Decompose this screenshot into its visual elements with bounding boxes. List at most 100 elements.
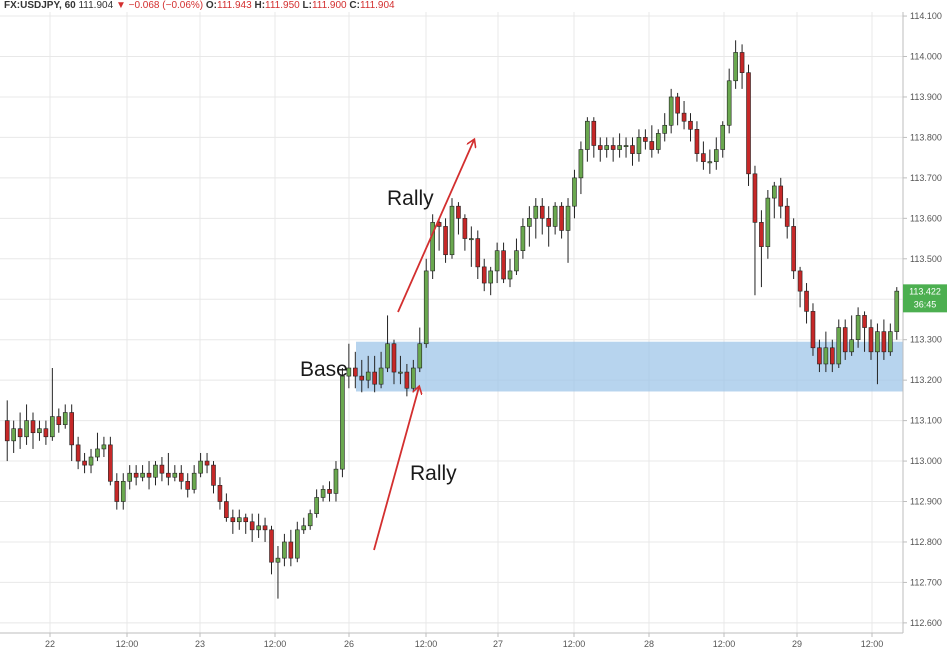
candle-bearish	[610, 137, 616, 162]
candle-body	[398, 371, 403, 374]
candle-body	[643, 137, 648, 142]
candle-body	[127, 472, 132, 482]
candle-body	[552, 205, 558, 227]
candle-bullish	[37, 420, 42, 441]
candle-bearish	[675, 92, 680, 126]
candle-bullish	[707, 149, 713, 174]
candle-bearish	[630, 137, 635, 166]
low-label: L:	[302, 0, 312, 11]
candle-bullish	[11, 420, 16, 453]
candle-body	[836, 327, 842, 365]
y-tick-label: 112.800	[910, 537, 942, 547]
candle-body	[501, 250, 506, 280]
candle-bearish	[4, 400, 10, 462]
candle-bearish	[327, 481, 332, 502]
candle-bullish	[733, 40, 738, 89]
candle-body	[166, 472, 171, 478]
candle-bullish	[552, 202, 558, 235]
candle-body	[701, 153, 706, 162]
grid	[0, 12, 903, 633]
candle-body	[533, 205, 539, 219]
candle-body	[675, 96, 680, 114]
candle-bearish	[739, 44, 745, 89]
candle-bearish	[359, 359, 365, 393]
time-axis-ticks[interactable]: 22 12:00 23 12:00 26 12:00 27 12:00 28 12:00 29 12:…	[45, 633, 883, 649]
candle-body	[514, 250, 519, 272]
candle-bullish	[836, 319, 842, 369]
candle-bullish	[449, 198, 455, 259]
candle-body	[713, 149, 719, 162]
candle-body	[236, 517, 242, 523]
candle-body	[153, 464, 158, 478]
candle-body	[217, 485, 223, 502]
candle-bullish	[572, 169, 577, 219]
candle-body	[333, 468, 339, 494]
candle-bullish	[385, 315, 390, 373]
candle-body	[797, 270, 803, 292]
candle-bearish	[539, 198, 545, 235]
candle-bullish	[823, 331, 829, 373]
y-tick-label: 113.500	[910, 254, 942, 264]
rally-upper-label: Rally	[387, 187, 434, 210]
candle-bullish	[726, 68, 732, 134]
candle-body	[133, 472, 139, 478]
candle-body	[888, 331, 893, 353]
candle-bullish	[282, 533, 287, 567]
candle-body	[578, 149, 584, 179]
candle-bearish	[211, 461, 216, 494]
candle-body	[159, 464, 165, 474]
annotations: Rally Rally Base	[300, 140, 474, 551]
rally-arrow-upper	[397, 140, 474, 313]
candle-body	[668, 96, 674, 126]
candle-body	[875, 331, 880, 353]
candle-bullish	[655, 129, 661, 154]
base-zone-layer	[356, 341, 903, 392]
candle-bullish	[191, 465, 197, 494]
candle-body	[146, 472, 152, 478]
candle-body	[30, 420, 36, 434]
candle-bullish	[423, 258, 429, 348]
x-tick-label: 12:00	[264, 639, 287, 649]
candle-bearish	[269, 525, 274, 575]
candle-body	[572, 177, 577, 207]
candle-body	[469, 238, 474, 241]
candle-body	[539, 205, 545, 219]
symbol-header: FX:USDJPY, 60 111.904 ▼ −0.068 (−0.06%) …	[4, 0, 395, 11]
candle-body	[636, 137, 642, 154]
candle-body	[262, 525, 268, 531]
candle-bearish	[591, 117, 597, 158]
candle-body	[11, 428, 16, 442]
candle-bullish	[365, 355, 371, 389]
candle-body	[275, 557, 281, 563]
y-tick-label: 113.600	[910, 213, 942, 223]
candle-body	[733, 52, 738, 82]
candle-bearish	[559, 202, 564, 239]
candle-bullish	[875, 323, 880, 385]
candle-bullish	[127, 465, 132, 490]
close-label: C:	[349, 0, 360, 11]
candle-bullish	[855, 307, 861, 348]
candle-body	[810, 311, 816, 349]
candle-bearish	[694, 121, 700, 162]
candle-body	[527, 218, 532, 227]
candle-body	[559, 205, 564, 231]
price-axis-ticks[interactable]: 114.100 114.000 113.900 113.800 113.700 113.6…	[903, 11, 942, 628]
x-tick-label: 12:00	[415, 639, 438, 649]
x-tick-label: 12:00	[563, 639, 586, 649]
candle-body	[630, 145, 635, 154]
candle-bearish	[862, 311, 867, 352]
candle-body	[449, 205, 455, 256]
candle-body	[610, 145, 616, 150]
candle-bearish	[82, 452, 87, 474]
candle-body	[101, 444, 107, 450]
candle-bearish	[262, 517, 268, 542]
x-tick-label: 22	[45, 639, 55, 649]
price-change: −0.068 (−0.06%)	[128, 0, 204, 11]
candle-bearish	[681, 101, 687, 130]
candle-body	[623, 145, 629, 148]
candle-body	[546, 218, 551, 227]
candle-body	[211, 464, 216, 486]
candle-bullish	[849, 315, 854, 356]
candle-bullish	[398, 355, 403, 385]
